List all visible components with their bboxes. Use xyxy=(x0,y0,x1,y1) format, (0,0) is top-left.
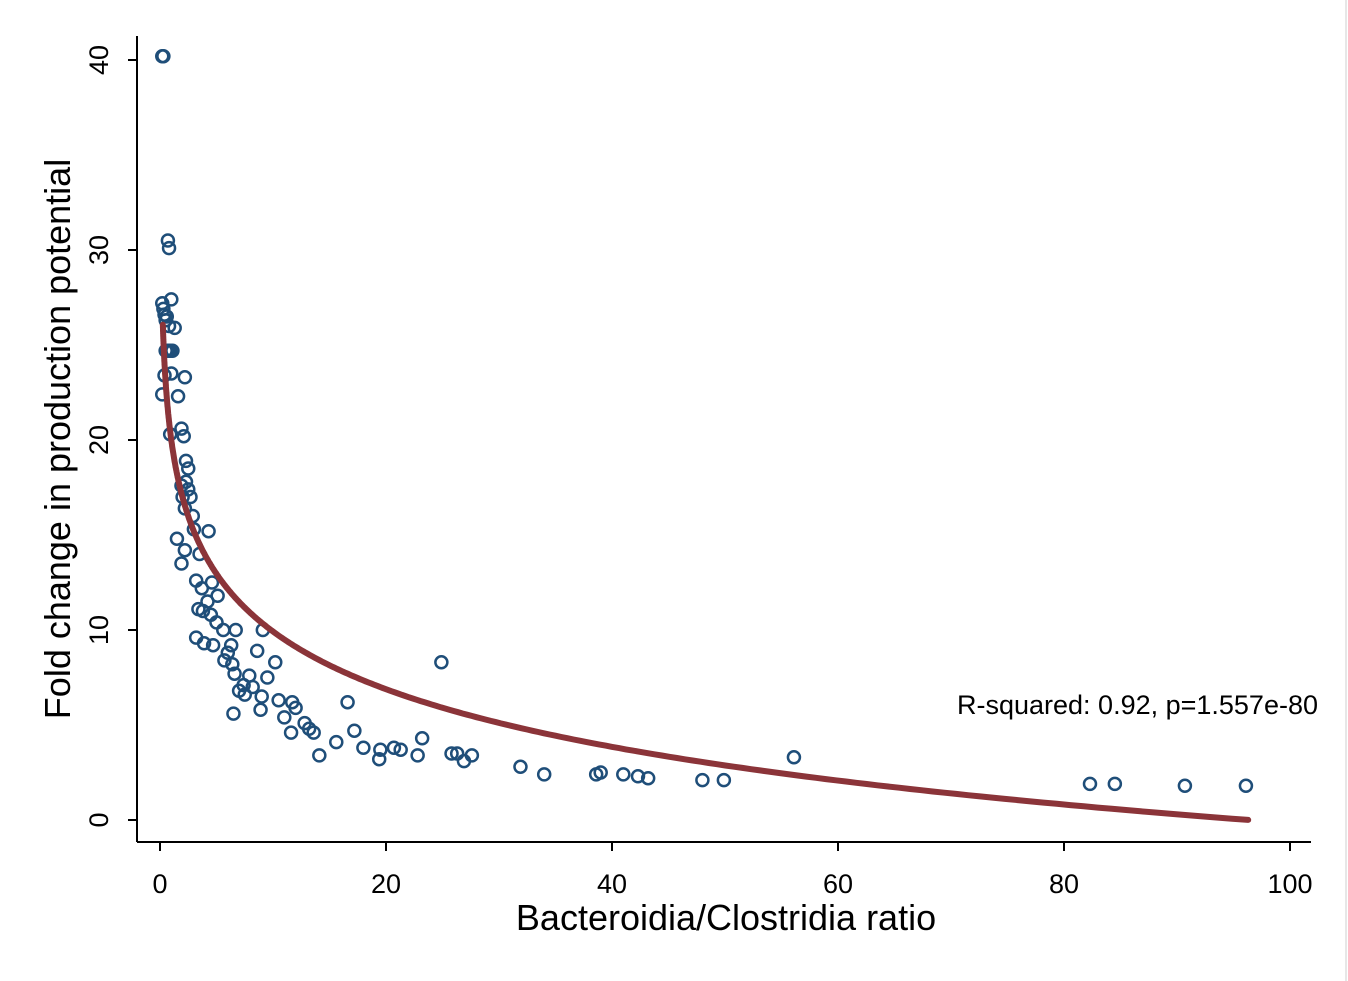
fit-curve xyxy=(159,321,1252,823)
data-point xyxy=(410,748,425,763)
y-axis-title: Fold change in production potential xyxy=(37,159,78,719)
data-point xyxy=(216,622,231,638)
x-tick-label: 40 xyxy=(597,869,627,899)
data-point xyxy=(786,750,802,765)
x-axis-title: Bacteroidia/Clostridia ratio xyxy=(516,897,936,938)
data-point xyxy=(434,655,449,670)
data-point xyxy=(640,770,656,786)
data-point xyxy=(616,767,631,782)
data-point xyxy=(227,666,242,681)
x-tick-label: 80 xyxy=(1049,869,1079,899)
data-point xyxy=(277,710,292,725)
data-point xyxy=(306,725,321,740)
data-point xyxy=(716,772,732,788)
data-point xyxy=(1107,776,1123,792)
data-point xyxy=(177,542,193,558)
data-point xyxy=(513,759,528,775)
data-point xyxy=(271,693,286,708)
x-tick-label: 60 xyxy=(823,869,853,899)
data-point xyxy=(393,742,408,757)
data-point xyxy=(228,622,243,638)
data-point xyxy=(223,637,239,653)
data-point xyxy=(254,689,269,704)
data-point xyxy=(356,740,371,756)
data-point xyxy=(156,48,171,64)
data-point xyxy=(1238,778,1254,794)
data-point xyxy=(329,734,344,750)
data-point xyxy=(593,765,608,780)
data-point xyxy=(170,389,186,404)
data-point xyxy=(217,653,232,668)
data-point xyxy=(288,700,303,716)
data-point xyxy=(283,725,299,740)
r-squared-annotation: R-squared: 0.92, p=1.557e-80 xyxy=(957,690,1318,720)
data-point xyxy=(253,702,268,718)
data-point xyxy=(249,643,265,659)
y-tick-label: 40 xyxy=(84,45,114,75)
data-point xyxy=(159,309,175,324)
data-points xyxy=(155,48,1254,794)
y-tick-label: 0 xyxy=(84,812,114,827)
data-point xyxy=(695,772,710,788)
data-point xyxy=(174,421,189,436)
y-tick-label: 30 xyxy=(84,235,114,265)
data-point xyxy=(181,461,196,476)
data-point xyxy=(1082,776,1098,792)
fit-curve-group xyxy=(159,321,1252,823)
data-point xyxy=(164,292,179,307)
y-tick-label: 10 xyxy=(84,615,114,645)
data-point xyxy=(195,603,211,619)
data-point xyxy=(1177,778,1193,794)
data-point xyxy=(177,370,193,385)
data-point xyxy=(176,428,191,444)
data-point xyxy=(194,580,210,596)
data-point xyxy=(340,694,355,710)
data-point xyxy=(464,748,480,763)
data-point xyxy=(201,523,216,539)
data-point xyxy=(630,769,646,784)
x-tick-label: 100 xyxy=(1267,869,1312,899)
data-point xyxy=(160,233,176,248)
data-point xyxy=(245,679,260,695)
x-tick-label: 20 xyxy=(371,869,401,899)
axis-ticks: 0 20 40 60 80 100 0 10 20 30 40 xyxy=(84,45,1313,899)
data-point xyxy=(386,740,402,756)
data-point xyxy=(347,723,362,738)
data-point xyxy=(205,637,221,653)
data-point xyxy=(196,636,212,651)
data-point xyxy=(237,687,252,702)
data-point xyxy=(226,706,241,721)
data-point xyxy=(178,453,194,469)
data-point xyxy=(167,320,182,336)
data-point xyxy=(312,748,327,763)
data-point xyxy=(169,531,185,547)
y-tick-label: 20 xyxy=(84,425,114,455)
x-tick-label: 0 xyxy=(152,869,167,899)
plot-frame xyxy=(136,0,1347,981)
data-point xyxy=(373,742,388,757)
data-point xyxy=(260,670,275,685)
data-point xyxy=(444,746,459,761)
data-point xyxy=(161,240,177,256)
data-point xyxy=(536,767,552,782)
data-point xyxy=(414,731,430,746)
data-point xyxy=(371,751,387,767)
data-point xyxy=(225,656,240,672)
data-point xyxy=(268,655,283,670)
data-point xyxy=(174,556,189,571)
